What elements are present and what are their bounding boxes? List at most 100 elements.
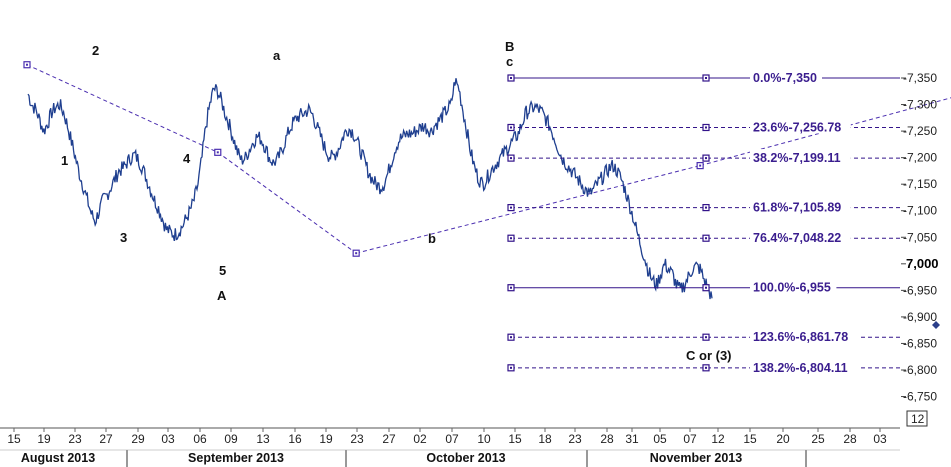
x-tick-label: 13 [256, 432, 270, 446]
x-tick-label: 09 [224, 432, 238, 446]
wave-label-B: B [505, 39, 514, 54]
wave-label-c: c [506, 54, 513, 69]
x-tick-label: 20 [776, 432, 790, 446]
x-tick-label: 16 [288, 432, 302, 446]
y-tick-label: -6,850 [903, 336, 937, 350]
trend-handle-dot [355, 252, 358, 255]
x-tick-label: 28 [600, 432, 614, 446]
month-label: October 2013 [426, 451, 505, 465]
x-tick-label: 15 [7, 432, 21, 446]
trend-segment [217, 151, 357, 254]
y-tick-label: -7,250 [903, 124, 937, 138]
x-tick-label: 07 [683, 432, 697, 446]
x-tick-label: 02 [413, 432, 427, 446]
wave-label-5: 5 [219, 263, 226, 278]
month-label: August 2013 [21, 451, 95, 465]
fib-label-bg [750, 278, 837, 294]
fib-label: 76.4%-7,048.22 [753, 231, 841, 245]
fib-label-bg [750, 328, 858, 344]
wave-label-3: 3 [120, 230, 127, 245]
trend-lines [26, 64, 951, 254]
x-tick-label: 05 [653, 432, 667, 446]
fib-handle-dot [510, 286, 512, 289]
fib-handle-dot [510, 126, 512, 129]
y-tick-label: -7,100 [903, 204, 937, 218]
fib-handle-dot [705, 286, 707, 289]
x-axis: 15 19 23 27 29 03 06 09 13 16 19 23 27 02 07 10 15 18 23 28… [0, 428, 900, 467]
x-tick-label: 28 [843, 432, 857, 446]
x-tick-label: 19 [37, 432, 51, 446]
fib-label-bg [750, 149, 851, 165]
fib-label: 100.0%-6,955 [753, 281, 831, 295]
fib-handle-dot [510, 336, 512, 339]
y-tick-label: -7,150 [903, 177, 937, 191]
wave-label-A: A [217, 288, 227, 303]
fib-handle-dot [705, 206, 707, 209]
fib-handle-dot [510, 366, 512, 369]
fib-label: 61.8%-7,105.89 [753, 201, 841, 215]
x-tick-label: 27 [99, 432, 113, 446]
wave-label-b: b [428, 231, 436, 246]
x-tick-label: 15 [743, 432, 757, 446]
y-axis: -7,350 -7,300 -7,250 -7,200 -7,150 -7,100 -7,0… [901, 71, 939, 404]
fib-handle-dot [705, 157, 707, 160]
wave-label-2: 2 [92, 43, 99, 58]
x-tick-label: 23 [350, 432, 364, 446]
x-tick-label: 29 [131, 432, 145, 446]
fib-label-bg [750, 118, 851, 134]
fib-label: 138.2%-6,804.11 [753, 361, 848, 375]
x-tick-label: 18 [538, 432, 552, 446]
y-tick-label: -6,950 [903, 283, 937, 297]
y-tick-label: -6,800 [903, 363, 937, 377]
last-price-marker [932, 321, 940, 329]
fib-label: 0.0%-7,350 [753, 71, 817, 85]
trend-handle-dot [699, 164, 702, 167]
wave-label-1: 1 [61, 153, 68, 168]
price-series [27, 78, 713, 300]
wave-label-4: 4 [183, 151, 191, 166]
fib-label: 123.6%-6,861.78 [753, 330, 848, 344]
wave-label-C-or-3: C or (3) [686, 348, 732, 363]
x-tick-label: 23 [568, 432, 582, 446]
fib-label: 23.6%-7,256.78 [753, 120, 841, 134]
price-line [27, 78, 713, 300]
trend-handle-dot [216, 151, 219, 154]
y-tick-label: -7,200 [903, 151, 937, 165]
x-tick-label: 31 [625, 432, 639, 446]
fib-handle-dot [510, 206, 512, 209]
trend-segment [356, 165, 701, 254]
y-tick-label: -7,050 [903, 230, 937, 244]
x-tick-label: 27 [382, 432, 396, 446]
trend-handles[interactable] [23, 61, 951, 257]
fib-handle-dot [705, 237, 707, 240]
fib-label-bg [750, 198, 851, 214]
fib-handle-dot [510, 157, 512, 160]
fib-handle-dot [705, 77, 707, 79]
month-label: September 2013 [188, 451, 284, 465]
wave-labels: 1 2 3 4 5 A a b B c C or (3) [61, 39, 732, 363]
y-tick-label: -7,350 [903, 71, 937, 85]
fib-label-bg [750, 69, 822, 84]
corner-box [906, 410, 928, 427]
month-label: November 2013 [650, 451, 742, 465]
fib-handle-dot [705, 366, 707, 369]
x-tick-label: 15 [508, 432, 522, 446]
x-tick-label: 10 [477, 432, 491, 446]
fib-label: 38.2%-7,199.11 [753, 151, 841, 165]
trend-handle-dot [26, 63, 28, 66]
fib-handle-dot [510, 237, 512, 240]
y-tick-label: -6,900 [903, 310, 937, 324]
x-tick-label: 19 [319, 432, 333, 446]
fib-handle-dot [705, 126, 707, 129]
corner-label: 12 [911, 412, 925, 426]
x-tick-label: 03 [873, 432, 887, 446]
fib-label-bg [750, 358, 858, 374]
fib-handle-dot [705, 336, 707, 339]
x-tick-label: 12 [711, 432, 725, 446]
y-tick-label: 7,000 [906, 256, 939, 271]
x-tick-label: 03 [161, 432, 175, 446]
fib-label-bg [750, 229, 851, 245]
x-tick-label: 23 [68, 432, 82, 446]
fib-handle-dot [510, 77, 512, 79]
